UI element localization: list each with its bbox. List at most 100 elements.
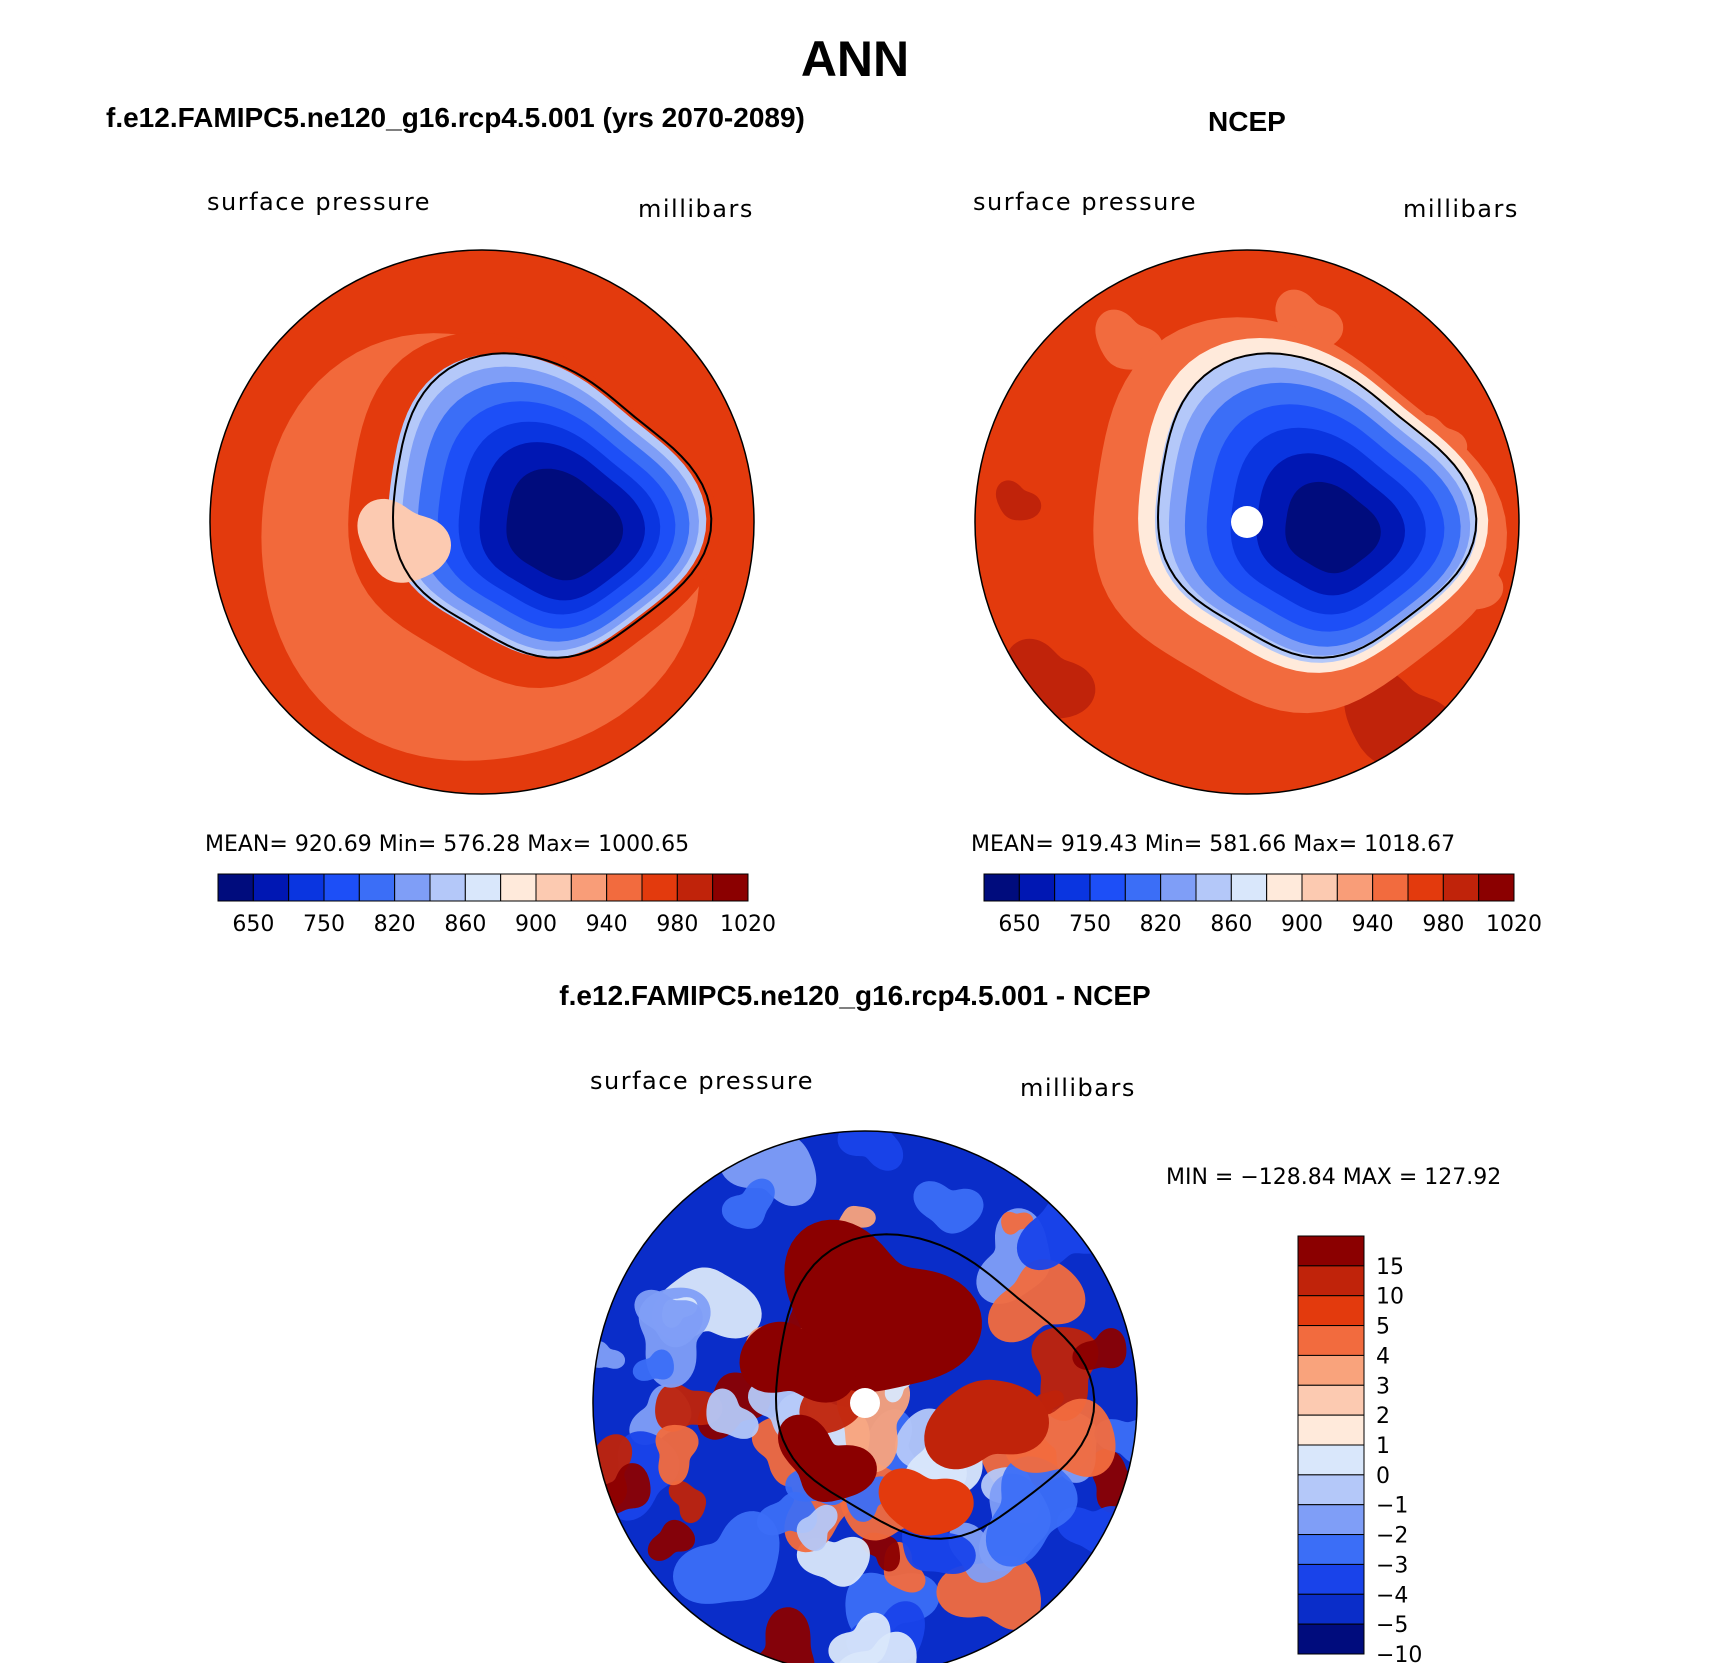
obs-colorbar-swatch <box>1124 873 1162 902</box>
difference-map <box>592 1130 1138 1663</box>
model-variable-label: surface pressure <box>207 188 431 216</box>
obs-colorbar-swatch <box>1336 873 1374 902</box>
difference-colorbar-swatch <box>1297 1444 1365 1476</box>
difference-colorbar-swatch <box>1297 1474 1365 1506</box>
difference-anomaly-cell <box>647 1519 695 1561</box>
obs-colorbar-tick: 940 <box>1352 912 1394 937</box>
obs-colorbar-tick: 900 <box>1281 912 1323 937</box>
difference-colorbar-tick: 2 <box>1376 1404 1390 1429</box>
difference-colorbar-swatch <box>1297 1265 1365 1297</box>
difference-positive-region <box>878 1468 974 1536</box>
obs-colorbar-swatch <box>1160 873 1197 902</box>
model-map <box>209 249 755 795</box>
model-colorbar-tick: 650 <box>232 912 274 937</box>
difference-colorbar-tick: 1 <box>1376 1434 1390 1459</box>
difference-colorbar-swatch <box>1297 1534 1365 1565</box>
model-colorbar-swatch <box>535 873 572 902</box>
obs-land-contour <box>1285 481 1381 574</box>
difference-colorbar-tick: 10 <box>1376 1285 1404 1310</box>
model-colorbar-tick: 860 <box>444 912 486 937</box>
obs-colorbar: 650 750 820 860 900 940 980 1020 <box>983 873 1542 937</box>
model-map-fill <box>210 250 754 794</box>
difference-map-fill <box>593 1131 1137 1663</box>
obs-colorbar-swatch <box>1018 873 1056 902</box>
obs-colorbar-tick: 650 <box>998 912 1040 937</box>
obs-pressure-cell <box>995 480 1042 521</box>
model-colorbar-swatch <box>464 873 502 902</box>
difference-anomaly-cell <box>936 1555 1041 1630</box>
difference-pole-hole <box>850 1388 880 1418</box>
difference-colorbar-tick: 0 <box>1376 1464 1390 1489</box>
difference-anomaly-cell <box>1001 1211 1034 1235</box>
model-coastline <box>391 352 713 659</box>
obs-colorbar-swatch <box>1407 873 1444 902</box>
model-colorbar-swatch <box>323 873 360 902</box>
difference-colorbar-swatch <box>1297 1563 1365 1595</box>
difference-anomaly-cell <box>655 1424 699 1486</box>
model-ross-sea <box>357 498 451 583</box>
obs-colorbar-swatch <box>1195 873 1232 902</box>
difference-anomaly-cell <box>721 1178 775 1229</box>
obs-variable-label: surface pressure <box>973 188 1197 216</box>
model-colorbar-swatch <box>606 873 643 902</box>
obs-colorbar-tick: 750 <box>1069 912 1111 937</box>
difference-colorbar-swatch <box>1297 1354 1365 1386</box>
model-colorbar-tick: 940 <box>586 912 628 937</box>
difference-variable-label: surface pressure <box>590 1067 814 1095</box>
obs-colorbar-tick: 980 <box>1422 912 1464 937</box>
model-colorbar-tick: 750 <box>303 912 345 937</box>
difference-positive-region <box>778 1414 877 1502</box>
difference-colorbar-tick: 15 <box>1376 1255 1404 1280</box>
difference-colorbar-swatch <box>1297 1593 1365 1625</box>
difference-positive-region <box>924 1379 1049 1470</box>
difference-positive-region <box>739 1321 856 1403</box>
obs-colorbar-swatch <box>1266 873 1303 902</box>
obs-map-fill <box>975 250 1519 794</box>
obs-colorbar-swatch <box>1054 873 1091 902</box>
model-colorbar-swatch <box>358 873 396 902</box>
difference-colorbar-tick: −3 <box>1376 1553 1408 1578</box>
obs-colorbar-tick: 860 <box>1210 912 1252 937</box>
difference-anomaly-cell <box>706 1388 759 1439</box>
difference-colorbar-tick: −1 <box>1376 1494 1408 1519</box>
difference-anomaly-cell <box>655 1383 723 1432</box>
model-colorbar-swatch <box>641 873 678 902</box>
difference-colorbar-swatch <box>1297 1414 1365 1446</box>
difference-map-border <box>592 1130 1138 1663</box>
obs-map <box>974 249 1520 795</box>
model-colorbar-tick: 980 <box>656 912 698 937</box>
model-colorbar-swatch <box>217 873 254 902</box>
obs-colorbar-swatch <box>983 873 1020 902</box>
model-map-border <box>209 249 755 795</box>
difference-anomaly-cell <box>837 1131 904 1171</box>
difference-anomaly-cell <box>673 1511 780 1604</box>
model-colorbar-tick: 820 <box>374 912 416 937</box>
difference-stats: MIN = −128.84 MAX = 127.92 <box>1166 1165 1502 1190</box>
obs-coastline <box>1156 352 1478 659</box>
difference-colorbar-swatch <box>1297 1235 1365 1267</box>
page-title: ANN <box>800 31 910 87</box>
obs-stats: MEAN= 919.43 Min= 581.66 Max= 1018.67 <box>971 832 1456 857</box>
difference-panel-title: f.e12.FAMIPC5.ne120_g16.rcp4.5.001 - NCE… <box>559 980 1151 1011</box>
difference-anomaly-cell <box>985 1456 1078 1567</box>
model-panel-title: f.e12.FAMIPC5.ne120_g16.rcp4.5.001 (yrs … <box>106 102 805 133</box>
difference-units-label: millibars <box>1020 1074 1136 1102</box>
obs-panel-title: NCEP <box>1208 106 1286 137</box>
difference-anomaly-cell <box>750 1607 815 1663</box>
model-colorbar-swatch <box>429 873 466 902</box>
difference-anomaly-cell <box>913 1181 984 1234</box>
model-stats: MEAN= 920.69 Min= 576.28 Max= 1000.65 <box>205 832 690 857</box>
obs-colorbar-swatch <box>1478 873 1515 902</box>
obs-map-border <box>974 249 1520 795</box>
model-colorbar: 650 750 820 860 900 940 980 1020 <box>217 873 776 937</box>
obs-pole-hole <box>1231 506 1263 538</box>
difference-anomaly-cell <box>861 1532 900 1572</box>
difference-colorbar-tick: −5 <box>1376 1613 1408 1638</box>
model-land-contour <box>506 468 624 581</box>
difference-colorbar-tick: 3 <box>1376 1374 1390 1399</box>
difference-colorbar-swatch <box>1297 1384 1365 1416</box>
difference-colorbar-tick: −2 <box>1376 1524 1408 1549</box>
obs-colorbar-tick: 820 <box>1140 912 1182 937</box>
